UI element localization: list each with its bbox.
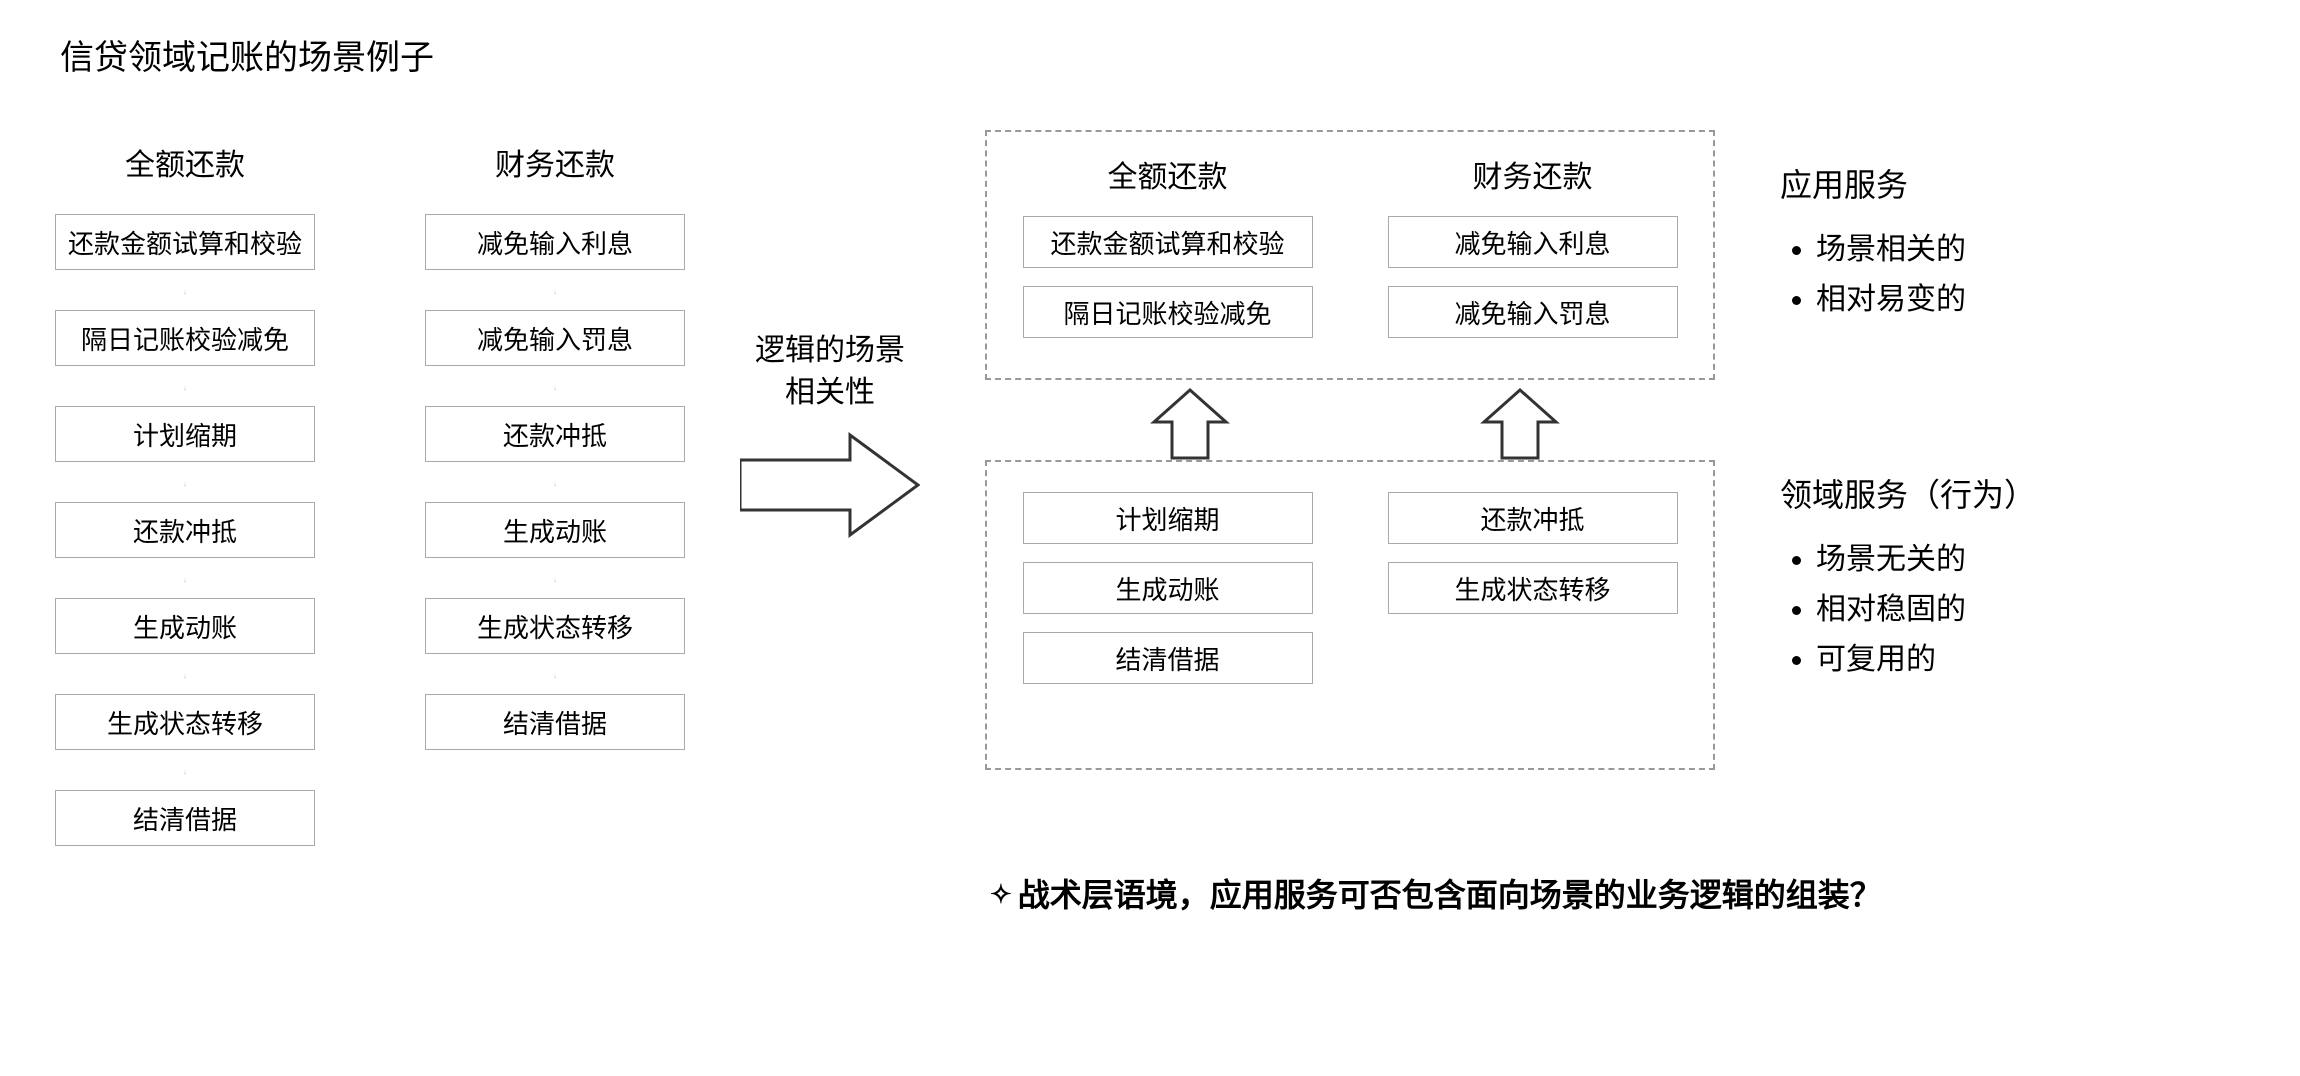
flow-step: 生成状态转移 [425,598,685,654]
flow-step: 还款金额试算和校验 [55,214,315,270]
bottom-question: ✧战术层语境，应用服务可否包含面向场景的业务逻辑的组装？ [990,870,1882,916]
annotation-domain-service: 领域服务（行为） 场景无关的 相对稳固的 可复用的 [1780,470,2036,684]
flow-step: 还款冲抵 [55,502,315,558]
center-label: 逻辑的场景 相关性 [740,330,920,414]
annotation-bullet: 场景相关的 [1816,224,1966,268]
domain-service-group: 计划缩期 生成动账 结清借据 还款冲抵 生成状态转移 [985,460,1715,770]
arrow-down-icon [554,270,556,310]
arrow-down-icon [184,462,186,502]
bottom-question-text: 战术层语境，应用服务可否包含面向场景的业务逻辑的组装？ [1018,877,1882,913]
flow-column-finance-repayment: 财务还款 减免输入利息 减免输入罚息 还款冲抵 生成动账 生成状态转移 结清借据 [420,140,690,750]
group-col-header: 财务还款 [1473,152,1593,196]
center-label-line: 逻辑的场景 [755,334,905,367]
flow-step: 生成动账 [55,598,315,654]
flow-column-full-repayment: 全额还款 还款金额试算和校验 隔日记账校验减免 计划缩期 还款冲抵 生成动账 生… [50,140,320,846]
arrow-down-icon [184,750,186,790]
arrow-down-icon [184,654,186,694]
group-step: 结清借据 [1023,632,1313,684]
app-service-col-b: 财务还款 减免输入利息 减免输入罚息 [1380,152,1685,358]
group-step: 还款冲抵 [1388,492,1678,544]
annotation-bullet: 可复用的 [1816,634,2036,678]
domain-service-col-b: 还款冲抵 生成状态转移 [1380,482,1685,748]
big-right-arrow-icon [740,430,920,540]
group-step: 还款金额试算和校验 [1023,216,1313,268]
annotation-application-service: 应用服务 场景相关的 相对易变的 [1780,160,1966,324]
page-title: 信贷领域记账的场景例子 [60,30,434,79]
group-col-header: 全额还款 [1108,152,1228,196]
arrow-down-icon [184,270,186,310]
flow-step: 结清借据 [55,790,315,846]
arrow-down-icon [554,462,556,502]
group-step: 计划缩期 [1023,492,1313,544]
group-step: 生成动账 [1023,562,1313,614]
group-step: 生成状态转移 [1388,562,1678,614]
arrow-down-icon [554,558,556,598]
group-step: 减免输入罚息 [1388,286,1678,338]
flow-step: 隔日记账校验减免 [55,310,315,366]
annotation-bullet: 场景无关的 [1816,534,2036,578]
flow-step: 生成动账 [425,502,685,558]
group-step: 减免输入利息 [1388,216,1678,268]
annotation-bullet: 相对稳固的 [1816,584,2036,628]
flow-header: 财务还款 [495,140,615,184]
annotation-heading: 领域服务（行为） [1780,470,2036,516]
annotation-heading: 应用服务 [1780,160,1966,206]
domain-service-col-a: 计划缩期 生成动账 结清借据 [1015,482,1320,748]
arrow-down-icon [184,366,186,406]
flow-step: 减免输入罚息 [425,310,685,366]
annotation-bullet: 相对易变的 [1816,274,1966,318]
flow-header: 全额还款 [125,140,245,184]
app-service-col-a: 全额还款 还款金额试算和校验 隔日记账校验减免 [1015,152,1320,358]
arrow-down-icon [184,558,186,598]
flow-step: 计划缩期 [55,406,315,462]
center-label-line: 相关性 [785,376,875,409]
up-arrow-icon [1150,388,1230,460]
flow-step: 结清借据 [425,694,685,750]
arrow-down-icon [554,654,556,694]
group-step: 隔日记账校验减免 [1023,286,1313,338]
flow-step: 减免输入利息 [425,214,685,270]
diamond-icon: ✧ [990,879,1012,910]
flow-step: 生成状态转移 [55,694,315,750]
up-arrow-icon [1480,388,1560,460]
arrow-down-icon [554,366,556,406]
flow-step: 还款冲抵 [425,406,685,462]
application-service-group: 全额还款 还款金额试算和校验 隔日记账校验减免 财务还款 减免输入利息 减免输入… [985,130,1715,380]
